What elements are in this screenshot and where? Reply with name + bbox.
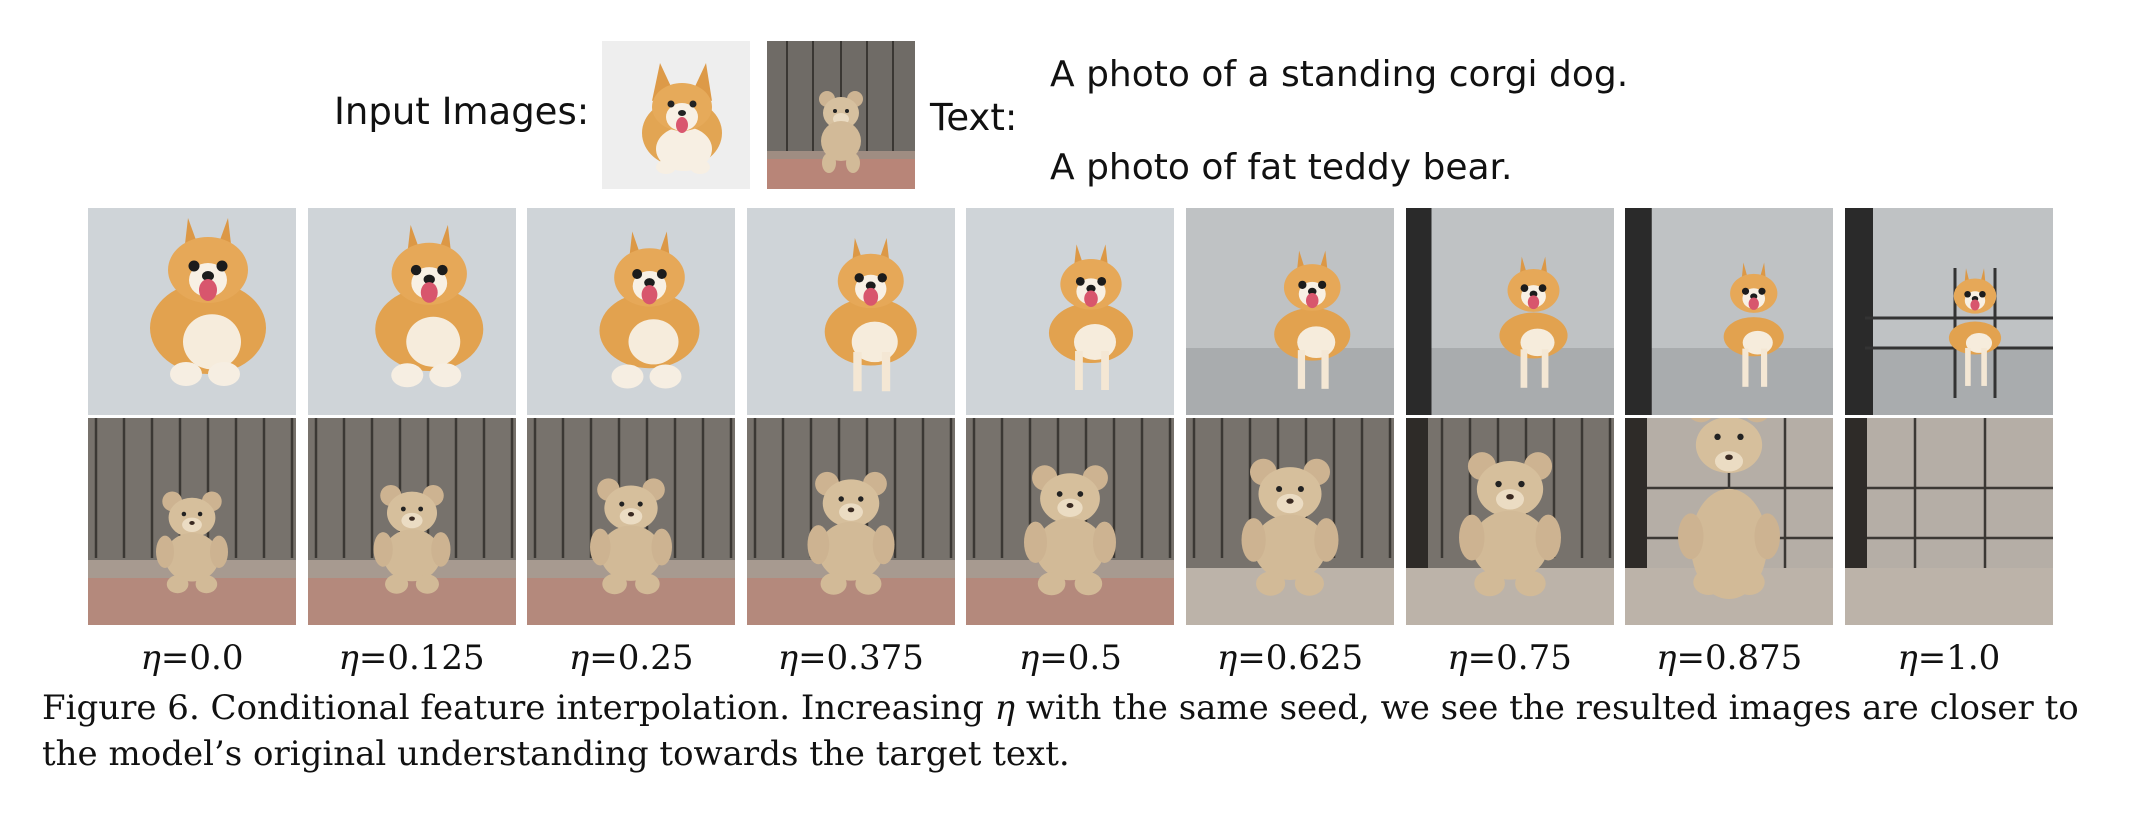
teddy-bear-interpolation-image [966,418,1175,625]
eta-label: η=0.75 [1406,638,1614,678]
corgi-interpolation-image [1405,208,1614,415]
teddy-bear-interpolation-image [1625,418,1834,625]
eta-symbol: η [777,638,799,678]
eta-value: =0.375 [798,638,924,678]
input-images-label: Input Images: [334,90,590,133]
eta-symbol: η [1656,638,1677,678]
eta-value: =0.25 [589,638,694,678]
corgi-interpolation-image [527,208,736,415]
input-image-teddy-bear [767,41,915,189]
corgi-interpolation-image [1186,208,1394,415]
corgi-interpolation-image [1844,208,2053,415]
teddy-bear-interpolation-image [746,418,955,625]
figure-caption: Figure 6. Conditional feature interpolat… [42,685,2112,777]
corgi-interpolation-image [966,208,1175,415]
caption-part-1: Figure 6. Conditional feature interpolat… [42,688,995,728]
eta-symbol: η [1897,638,1918,678]
teddy-bear-interpolation-image [1405,418,1614,625]
eta-label-row: η=0.0 η=0.125 η=0.25 η=0.375 η=0.5 η=0.625 η=0… [88,638,2046,682]
caption-part-2: with the same seed, we see the resulted … [42,688,2079,774]
eta-symbol: η [338,638,359,678]
eta-symbol: η [140,638,161,678]
eta-label: η=0.5 [966,638,1174,678]
eta-label: η=0.0 [88,638,296,678]
eta-label: η=0.25 [527,638,735,678]
eta-symbol: η [1447,638,1468,678]
teddy-bear-interpolation-image [88,418,296,625]
eta-value: =0.625 [1237,638,1364,678]
text-label: Text: [930,96,1018,139]
eta-value: =0.5 [1039,638,1122,678]
eta-label: η=1.0 [1845,638,2053,678]
eta-value: =0.0 [160,638,244,678]
eta-value: =0.125 [358,638,485,678]
eta-symbol: η [1216,638,1238,678]
eta-value: =0.875 [1676,638,1803,678]
prompt-corgi: A photo of a standing corgi dog. [1050,54,1629,95]
eta-label: η=0.875 [1625,638,1833,678]
teddy-bear-interpolation-image [527,418,736,625]
corgi-interpolation-image [88,208,296,415]
eta-symbol: η [568,638,590,678]
eta-symbol: η [1018,638,1040,678]
input-image-corgi [602,41,750,189]
corgi-interpolation-image [1625,208,1834,415]
teddy-bear-interpolation-image [1186,418,1394,625]
caption-symbol: η [994,688,1016,728]
corgi-interpolation-image [746,208,955,415]
teddy-bear-interpolation-image [307,418,516,625]
corgi-interpolation-image [307,208,516,415]
prompt-teddy-bear: A photo of fat teddy bear. [1050,147,1513,188]
eta-label: η=0.625 [1186,638,1394,678]
eta-label: η=0.125 [308,638,516,678]
teddy-bear-interpolation-image [1844,418,2053,625]
eta-value: =1.0 [1917,638,2001,678]
eta-value: =0.75 [1467,638,1572,678]
eta-label: η=0.375 [747,638,955,678]
